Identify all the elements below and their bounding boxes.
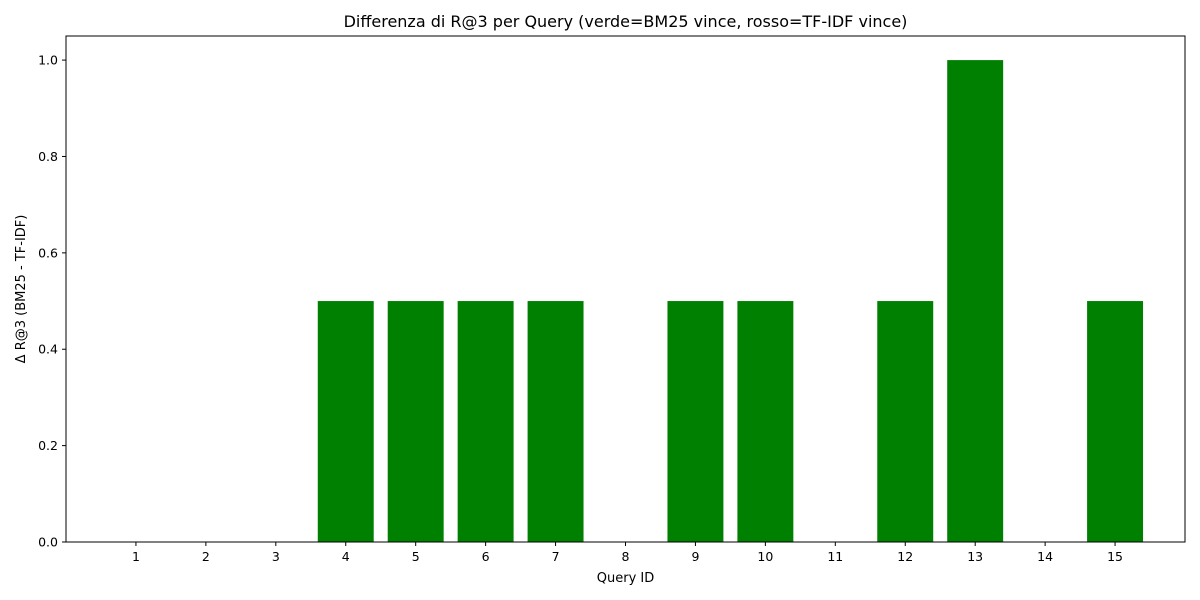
bar-query-10 xyxy=(737,301,794,542)
x-tick-label: 13 xyxy=(967,549,983,564)
x-axis-title: Query ID xyxy=(597,571,654,586)
bars-group xyxy=(317,60,1144,542)
x-tick-label: 6 xyxy=(482,549,490,564)
x-tick-label: 1 xyxy=(132,549,140,564)
x-tick-label: 15 xyxy=(1107,549,1123,564)
bar-query-4 xyxy=(317,301,374,542)
bar-query-13 xyxy=(947,60,1004,542)
bar-query-6 xyxy=(457,301,514,542)
x-tick-label: 2 xyxy=(202,549,210,564)
x-tick-label: 11 xyxy=(827,549,843,564)
x-tick-label: 12 xyxy=(897,549,913,564)
x-tick-label: 10 xyxy=(757,549,773,564)
chart-title: Differenza di R@3 per Query (verde=BM25 … xyxy=(344,12,908,31)
bar-query-15 xyxy=(1087,301,1144,542)
y-tick-label: 0.0 xyxy=(38,535,58,550)
bar-query-7 xyxy=(527,301,584,542)
x-axis: 1 2 3 4 5 6 7 8 9 10 11 12 13 14 15 xyxy=(132,542,1123,564)
y-tick-label: 0.2 xyxy=(38,438,58,453)
y-tick-label: 0.4 xyxy=(38,342,58,357)
bar-query-12 xyxy=(877,301,934,542)
x-tick-label: 9 xyxy=(691,549,699,564)
x-tick-label: 14 xyxy=(1037,549,1053,564)
y-tick-label: 0.6 xyxy=(38,245,58,260)
y-axis: 0.0 0.2 0.4 0.6 0.8 1.0 xyxy=(38,53,66,550)
y-axis-title: Δ R@3 (BM25 - TF-IDF) xyxy=(14,215,29,364)
y-tick-label: 1.0 xyxy=(38,53,58,68)
bar-query-9 xyxy=(667,301,724,542)
x-tick-label: 7 xyxy=(552,549,560,564)
bar-query-5 xyxy=(387,301,444,542)
x-tick-label: 5 xyxy=(412,549,420,564)
y-tick-label: 0.8 xyxy=(38,149,58,164)
x-tick-label: 4 xyxy=(342,549,350,564)
x-tick-label: 8 xyxy=(622,549,630,564)
x-tick-label: 3 xyxy=(272,549,280,564)
plot-frame xyxy=(65,35,1186,543)
